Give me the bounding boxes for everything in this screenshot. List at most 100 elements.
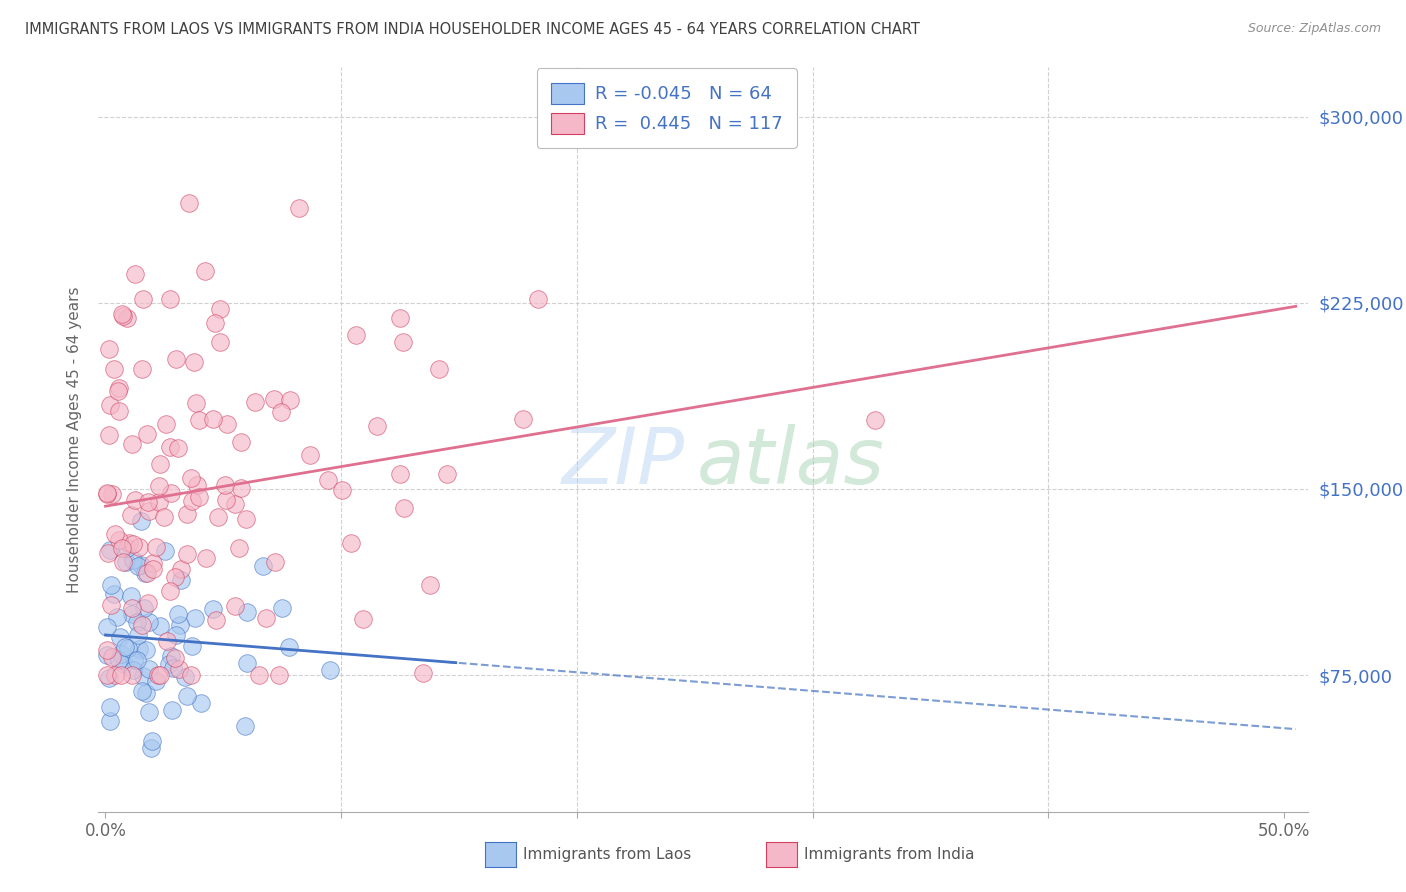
Point — [107, 384, 129, 399]
Point — [142, 556, 165, 570]
Point — [165, 351, 187, 366]
Point — [101, 649, 124, 664]
Point — [187, 491, 209, 505]
Point — [316, 473, 339, 487]
Point — [108, 631, 131, 645]
Point — [112, 309, 135, 323]
Point — [207, 510, 229, 524]
Point — [103, 587, 125, 601]
Point — [247, 668, 270, 682]
Text: atlas: atlas — [697, 424, 884, 500]
Point — [159, 440, 181, 454]
Point — [167, 661, 190, 675]
Legend: R = -0.045   N = 64, R =  0.445   N = 117: R = -0.045 N = 64, R = 0.445 N = 117 — [537, 69, 797, 148]
Point — [108, 381, 131, 395]
Point — [127, 628, 149, 642]
Point — [121, 663, 143, 677]
Point — [176, 547, 198, 561]
Point — [180, 640, 202, 654]
Point — [201, 602, 224, 616]
Point — [319, 663, 342, 677]
Point — [112, 556, 135, 570]
Point — [512, 412, 534, 426]
Point — [148, 668, 170, 682]
Point — [129, 514, 152, 528]
Point — [117, 541, 139, 555]
Point — [145, 674, 167, 689]
Point — [527, 292, 550, 306]
Point — [149, 668, 172, 682]
Point — [101, 487, 124, 501]
Point — [127, 559, 149, 574]
Point — [176, 507, 198, 521]
Point — [135, 686, 157, 700]
Point — [170, 562, 193, 576]
Text: Source: ZipAtlas.com: Source: ZipAtlas.com — [1247, 22, 1381, 36]
Point — [98, 543, 121, 558]
Point — [110, 541, 132, 556]
Point — [157, 657, 180, 671]
Point — [159, 485, 181, 500]
Point — [98, 700, 121, 714]
Point — [208, 334, 231, 349]
Point — [179, 196, 201, 211]
Point — [252, 558, 274, 573]
Point — [98, 428, 121, 442]
Point — [340, 535, 363, 549]
Text: IMMIGRANTS FROM LAOS VS IMMIGRANTS FROM INDIA HOUSEHOLDER INCOME AGES 45 - 64 YE: IMMIGRANTS FROM LAOS VS IMMIGRANTS FROM … — [25, 22, 920, 37]
Point — [122, 537, 145, 551]
Point — [204, 613, 226, 627]
Point — [122, 653, 145, 667]
Point — [865, 413, 887, 427]
Point — [299, 448, 322, 462]
Point — [111, 307, 134, 321]
Point — [135, 566, 157, 581]
Point — [163, 570, 186, 584]
Text: ZIP: ZIP — [562, 424, 685, 500]
Point — [121, 600, 143, 615]
Point — [96, 668, 118, 682]
Point — [107, 403, 129, 417]
Point — [181, 494, 204, 508]
Point — [98, 398, 121, 412]
Point — [112, 657, 135, 672]
Point — [132, 293, 155, 307]
Point — [156, 633, 179, 648]
Point — [108, 533, 131, 547]
Point — [228, 541, 250, 555]
Point — [96, 619, 118, 633]
Point — [280, 392, 302, 407]
Point — [114, 555, 136, 569]
Point — [136, 426, 159, 441]
Point — [145, 541, 167, 555]
Point — [120, 508, 142, 522]
Point — [394, 501, 416, 516]
Point — [110, 647, 132, 661]
Point — [231, 481, 253, 495]
Point — [194, 263, 217, 277]
Point — [215, 493, 238, 508]
Point — [142, 562, 165, 576]
Point — [125, 615, 148, 630]
Point — [195, 550, 218, 565]
Point — [131, 669, 153, 683]
Point — [170, 573, 193, 587]
Point — [97, 672, 120, 686]
Point — [100, 598, 122, 612]
Point — [153, 510, 176, 524]
Point — [366, 419, 388, 434]
Point — [167, 607, 190, 622]
Point — [134, 566, 156, 581]
Point — [96, 487, 118, 501]
Point — [180, 471, 202, 485]
Point — [233, 719, 256, 733]
Point — [120, 589, 142, 603]
Point — [288, 201, 311, 215]
Point — [128, 540, 150, 554]
Point — [352, 612, 374, 626]
Point — [214, 478, 236, 492]
Point — [204, 316, 226, 330]
Point — [138, 662, 160, 676]
Point — [231, 435, 253, 450]
Point — [100, 578, 122, 592]
